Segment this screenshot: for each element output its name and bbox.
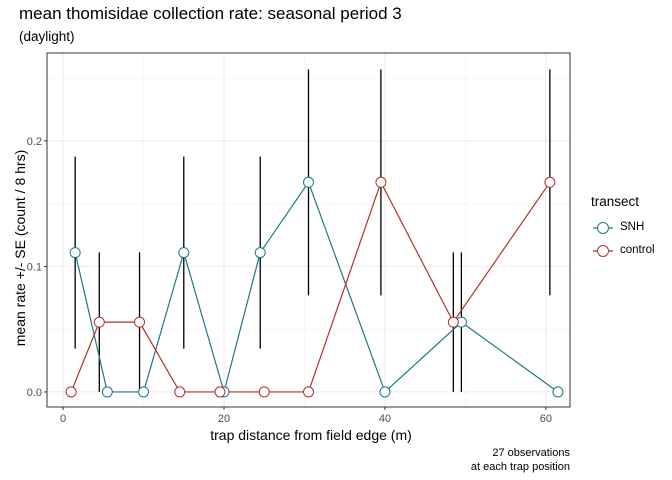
legend-key-snh (593, 222, 613, 234)
legend-label-snh: SNH (620, 221, 645, 233)
legend-item-snh: SNH (591, 217, 644, 240)
legend-key-control (593, 245, 613, 257)
chart-subtitle: (daylight) (19, 29, 75, 44)
data-point-snh (101, 386, 113, 398)
legend-label-control: control (620, 244, 655, 256)
data-point-snh (69, 247, 81, 259)
series-line-snh (74, 180, 559, 395)
data-point-snh (379, 386, 391, 398)
x-tick-label: 60 (540, 413, 552, 425)
y-tick-label: 0.2 (27, 136, 42, 148)
legend-item-control: control (591, 240, 655, 263)
data-point-snh (254, 247, 266, 259)
legend: transect SNH control (591, 194, 655, 263)
data-point-control (258, 386, 270, 398)
x-tick-label: 0 (60, 413, 66, 425)
x-tick-label: 20 (218, 413, 230, 425)
chart-caption: 27 observations at each trap position (471, 446, 570, 474)
data-point-control (65, 386, 77, 398)
series-line-control (70, 180, 551, 393)
legend-title: transect (591, 194, 640, 209)
data-point-control (375, 176, 387, 188)
caption-line-2: at each trap position (470, 461, 570, 473)
data-point-snh (303, 176, 314, 188)
y-tick-label: 0.1 (27, 261, 42, 273)
data-point-control (544, 176, 556, 188)
data-point-control (214, 386, 226, 398)
chart-title: mean thomisidae collection rate: seasona… (19, 4, 402, 23)
data-point-control (303, 386, 314, 398)
data-point-control (134, 316, 146, 328)
data-point-control (447, 316, 459, 328)
x-axis-label: trap distance from field edge (m) (210, 427, 412, 443)
data-point-snh (552, 386, 564, 398)
data-point-snh (178, 247, 190, 259)
caption-line-1: 27 observations (492, 447, 570, 459)
data-point-control (93, 316, 105, 328)
x-tick-label: 40 (379, 413, 391, 425)
data-point-control (174, 386, 186, 398)
y-tick-label: 0.0 (27, 387, 42, 399)
panel-border (46, 52, 571, 408)
data-point-snh (138, 386, 150, 398)
